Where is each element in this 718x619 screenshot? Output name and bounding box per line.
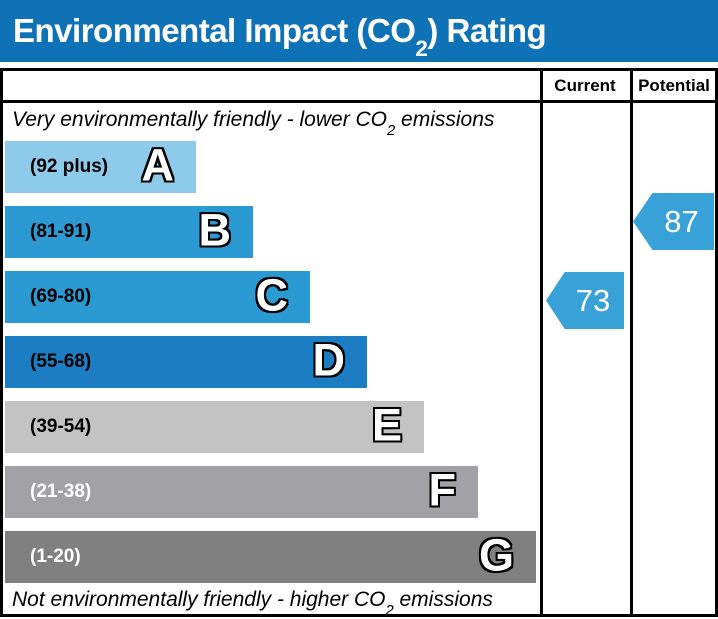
band-row-b: (81-91) B (5, 204, 253, 258)
note-top: Very environmentally friendly - lower CO… (12, 108, 495, 139)
band-range: (39-54) (30, 416, 92, 437)
potential-rating-value: 87 (664, 203, 699, 239)
potential-column-divider (630, 68, 633, 617)
band-range: (81-91) (30, 221, 92, 242)
header-potential-cell: Potential (638, 75, 710, 95)
band-letter: G (478, 529, 514, 581)
band-letter: E (371, 399, 402, 451)
band-range: (92 plus) (30, 156, 109, 177)
page-title: Environmental Impact (CO2) Rating (13, 12, 547, 61)
band-row-f: (21-38) F (5, 464, 478, 518)
band-row-g: (1-20) G (5, 529, 536, 583)
current-rating-value: 73 (575, 282, 611, 318)
band-letter: D (312, 334, 346, 386)
band-letter: C (255, 269, 289, 321)
title-subscript: 2 (415, 35, 428, 61)
band-letter: F (428, 464, 457, 516)
note-bottom: Not environmentally friendly - higher CO… (12, 588, 493, 619)
band-row-a: (92 plus) A (5, 139, 196, 193)
potential-rating-marker: 87 (633, 193, 714, 250)
current-rating-marker: 73 (546, 272, 624, 329)
band-letter: B (198, 204, 232, 256)
band-range: (21-38) (30, 481, 92, 502)
header-current-cell: Current (554, 75, 616, 95)
band-range: (1-20) (30, 546, 81, 567)
band-range: (69-80) (30, 286, 92, 307)
band-range: (55-68) (30, 351, 92, 372)
current-column-divider (540, 68, 543, 617)
band-row-d: (55-68) D (5, 334, 367, 388)
header-underline (0, 100, 718, 103)
band-letter: A (141, 139, 175, 191)
band-row-c: (69-80) C (5, 269, 310, 323)
band-row-e: (39-54) E (5, 399, 424, 453)
title-bar: Environmental Impact (CO2) Rating (0, 0, 718, 62)
